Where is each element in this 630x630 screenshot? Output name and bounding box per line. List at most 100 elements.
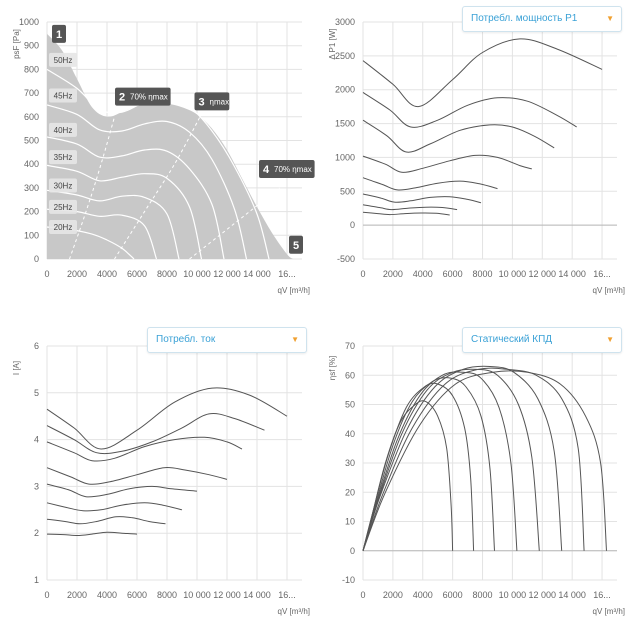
y-tick-label: 1000 (19, 17, 39, 27)
efficiency-dropdown[interactable]: Статический КПД ▼ (462, 327, 622, 353)
curve-50Hz (362, 367, 585, 551)
x-tick-label: 4000 (413, 590, 433, 600)
y-axis-label: psF [Pa] (12, 29, 21, 59)
marker-box (259, 159, 315, 178)
x-axis-label: qV [m³/h] (278, 286, 310, 295)
frequency-label-box (49, 122, 77, 137)
y-axis-label: ηsf [%] (328, 356, 337, 380)
x-tick-label: 4000 (97, 269, 117, 279)
x-tick-label: 2000 (67, 590, 87, 600)
y-tick-label: 0 (350, 546, 355, 556)
y-tick-label: 300 (24, 183, 39, 193)
y-tick-label: 4 (34, 435, 39, 445)
y-tick-label: 700 (24, 88, 39, 98)
efficiency-line (69, 116, 115, 260)
y-tick-label: -10 (342, 575, 355, 585)
x-tick-label: 8000 (473, 590, 493, 600)
marker-box (115, 87, 171, 106)
efficiency-chart: -10 0 10 20 30 40 50 60 70 0 2000 4000 6000 8000 10 00… (328, 341, 625, 616)
current-dropdown-label: Потребл. ток (156, 334, 216, 345)
frequency-label-box (49, 52, 77, 67)
marker-number: 1 (56, 29, 62, 41)
curve-40Hz (362, 119, 555, 153)
frequency-label: 45Hz (54, 91, 73, 100)
chevron-down-icon: ▼ (291, 335, 299, 344)
x-tick-label: 8000 (157, 590, 177, 600)
frequency-label-box (49, 88, 77, 103)
efficiency-line (189, 187, 280, 260)
y-tick-label: 40 (345, 429, 355, 439)
x-tick-label: 0 (44, 590, 49, 600)
frequency-label-box (49, 220, 77, 235)
curve-55Hz (362, 370, 607, 551)
curve-30Hz (362, 377, 495, 551)
x-tick-label: 14 000 (558, 269, 586, 279)
y-tick-label: 600 (24, 112, 39, 122)
y-tick-label: 70 (345, 341, 355, 351)
chevron-down-icon: ▼ (606, 335, 614, 344)
curve-20Hz (362, 400, 454, 551)
frequency-label: 50Hz (54, 56, 73, 65)
y-tick-label: 100 (24, 230, 39, 240)
x-tick-label: 10 000 (183, 590, 211, 600)
curve-30Hz (362, 177, 498, 191)
power-dropdown[interactable]: Потребл. мощность P1 ▼ (462, 6, 622, 32)
x-tick-label: 14 000 (243, 590, 271, 600)
x-tick-label: 10 000 (499, 590, 527, 600)
y-tick-label: 0 (350, 220, 355, 230)
x-tick-label: 6000 (443, 269, 463, 279)
x-tick-label: 0 (360, 269, 365, 279)
marker-box (52, 24, 66, 43)
curve-20Hz (362, 204, 458, 211)
frequency-label: 35Hz (54, 153, 73, 162)
y-tick-label: 2000 (335, 85, 355, 95)
marker-box (289, 235, 303, 254)
operating-area (47, 33, 293, 260)
x-tick-label: 14 000 (243, 269, 271, 279)
y-tick-label: -500 (337, 254, 355, 264)
y-tick-label: 1 (34, 575, 39, 585)
x-axis-label: qV [m³/h] (593, 286, 625, 295)
x-tick-label: 6000 (443, 590, 463, 600)
curve-25Hz (362, 193, 482, 204)
curve-25Hz (46, 502, 183, 512)
marker-number: 5 (293, 240, 299, 252)
curve-15Hz (362, 211, 450, 216)
x-tick-label: 16... (593, 590, 611, 600)
x-tick-label: 10 000 (183, 269, 211, 279)
curve-35Hz (362, 154, 532, 173)
current-chart: 1 2 3 4 5 6 0 2000 4000 6000 8000 10 000 12 000 14 00… (12, 341, 310, 616)
y-tick-label: 6 (34, 341, 39, 351)
y-tick-label: 5 (34, 388, 39, 398)
y-tick-label: 10 (345, 517, 355, 527)
frequency-label: 30Hz (54, 182, 73, 191)
pressure-chart: 0 100 200 300 400 500 600 700 800 900 1000 0 2000 400… (12, 17, 315, 295)
x-tick-label: 12 000 (529, 590, 557, 600)
y-tick-label: 3000 (335, 17, 355, 27)
y-tick-label: 1000 (335, 152, 355, 162)
marker-box (194, 92, 230, 111)
power-dropdown-label: Потребл. мощность P1 (471, 13, 578, 24)
chevron-down-icon: ▼ (606, 14, 614, 23)
x-tick-label: 6000 (127, 590, 147, 600)
y-tick-label: 900 (24, 41, 39, 51)
x-tick-label: 0 (360, 590, 365, 600)
x-tick-label: 10 000 (499, 269, 527, 279)
frequency-label: 20Hz (54, 223, 73, 232)
y-tick-label: 50 (345, 400, 355, 410)
y-tick-label: 3 (34, 481, 39, 491)
curve-20Hz (46, 516, 166, 525)
y-tick-label: 20 (345, 487, 355, 497)
x-axis-label: qV [m³/h] (593, 607, 625, 616)
frequency-curve-40Hz (46, 136, 225, 260)
x-tick-label: 2000 (383, 269, 403, 279)
x-tick-label: 16... (593, 269, 611, 279)
curve-50Hz (46, 387, 288, 450)
y-tick-label: 2500 (335, 51, 355, 61)
x-tick-label: 16... (278, 269, 296, 279)
y-tick-label: 0 (34, 254, 39, 264)
curve-45Hz (46, 413, 265, 455)
x-tick-label: 2000 (383, 590, 403, 600)
current-dropdown[interactable]: Потребл. ток ▼ (147, 327, 307, 353)
curve-45Hz (362, 365, 563, 551)
